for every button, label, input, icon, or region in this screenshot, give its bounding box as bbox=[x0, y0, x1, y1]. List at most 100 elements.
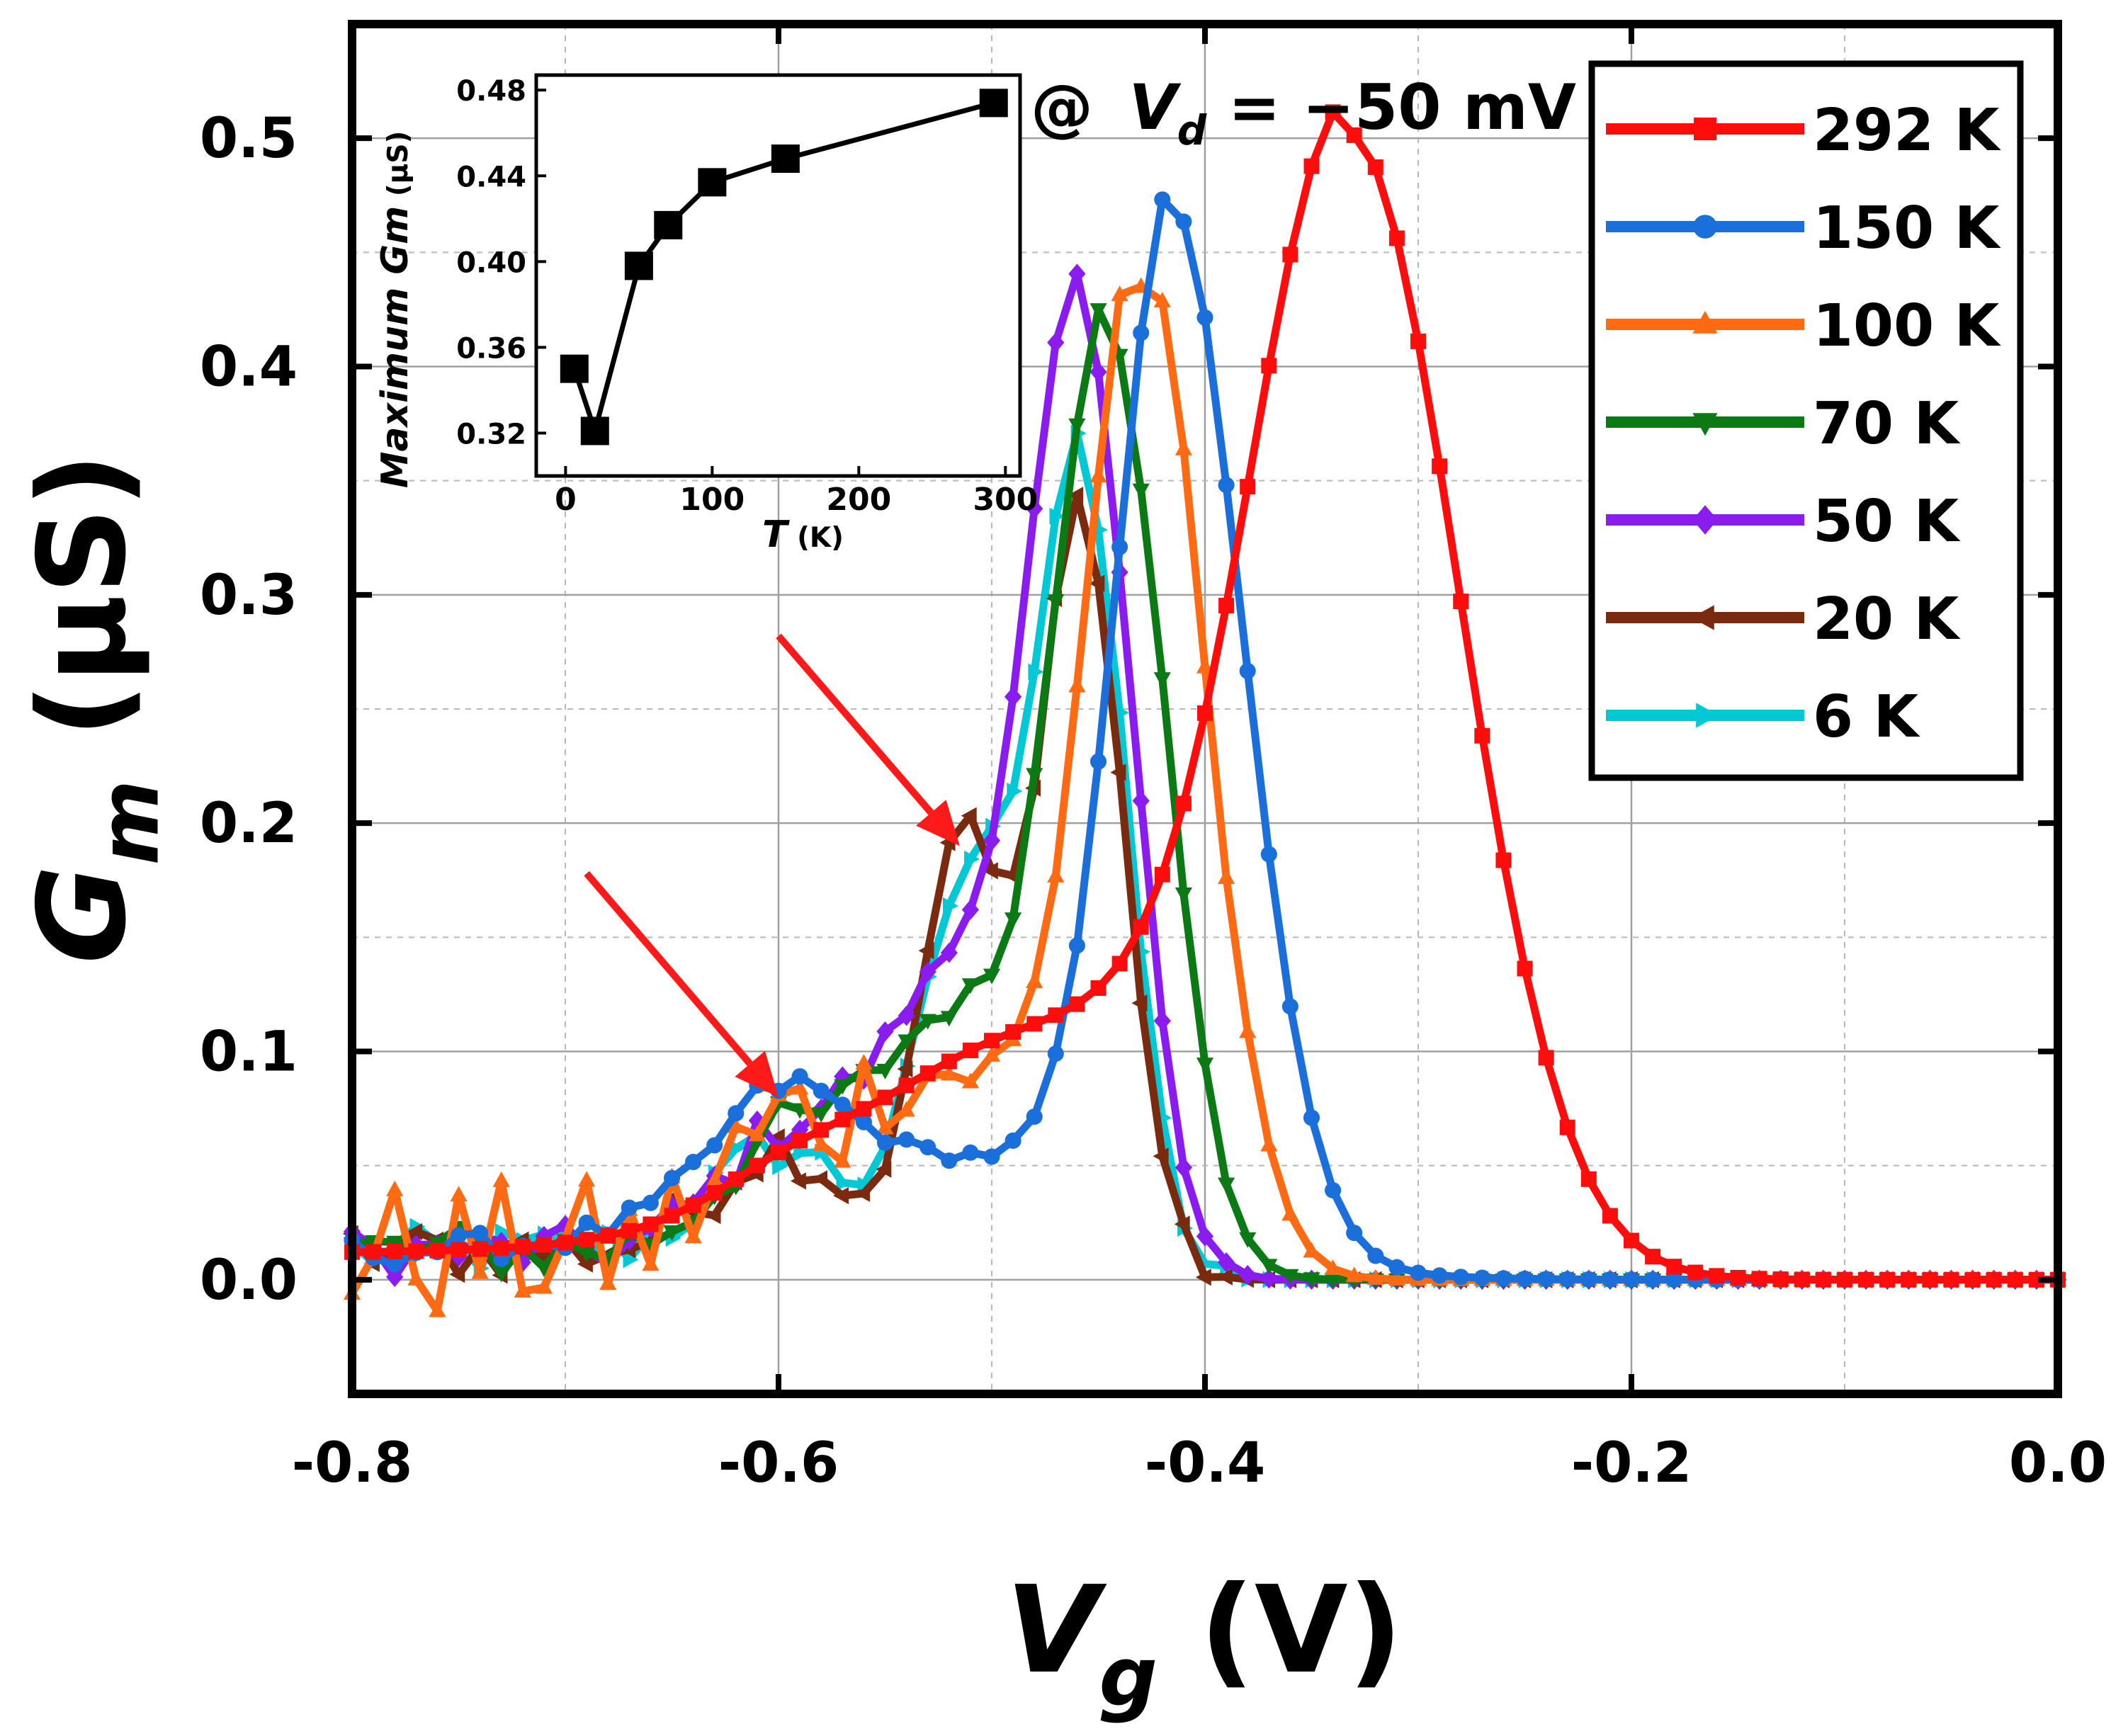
data-point bbox=[1196, 1226, 1214, 1247]
legend-entry: 100 K bbox=[1606, 293, 2002, 360]
data-point bbox=[2028, 1271, 2044, 1288]
data-point bbox=[962, 1043, 978, 1059]
data-point bbox=[1602, 1208, 1618, 1224]
data-point bbox=[1239, 662, 1256, 679]
data-point bbox=[429, 1301, 446, 1317]
y-tick-label: 0.3 bbox=[200, 564, 298, 628]
data-point bbox=[706, 1137, 723, 1154]
data-point bbox=[450, 1227, 468, 1244]
data-point bbox=[1559, 1119, 1575, 1135]
data-point bbox=[1218, 598, 1235, 614]
data-point bbox=[1133, 919, 1149, 935]
legend-marker bbox=[1692, 413, 1718, 436]
data-point bbox=[1367, 159, 1383, 176]
data-point bbox=[1240, 479, 1256, 495]
data-point bbox=[642, 1255, 660, 1271]
data-point bbox=[578, 1247, 596, 1263]
data-point bbox=[558, 1235, 573, 1251]
data-point bbox=[1943, 1271, 1959, 1288]
data-point bbox=[983, 968, 1001, 985]
data-point bbox=[492, 1266, 510, 1283]
legend-marker bbox=[1691, 605, 1714, 630]
data-point bbox=[1644, 1271, 1661, 1288]
inset-data-point bbox=[698, 168, 727, 197]
data-point bbox=[964, 850, 980, 868]
data-point bbox=[940, 1011, 958, 1027]
legend-marker bbox=[1696, 703, 1719, 728]
data-point bbox=[1516, 1270, 1534, 1287]
data-point bbox=[898, 1005, 915, 1026]
data-point bbox=[1453, 594, 1469, 610]
data-point bbox=[1175, 213, 1192, 230]
data-point bbox=[451, 1242, 467, 1258]
data-point bbox=[386, 1180, 404, 1196]
data-point bbox=[1303, 1272, 1320, 1288]
data-point bbox=[749, 1157, 765, 1174]
data-point bbox=[1303, 1109, 1320, 1126]
data-point bbox=[407, 1222, 423, 1241]
data-point bbox=[943, 897, 958, 915]
data-point bbox=[1538, 1050, 1554, 1066]
data-point bbox=[579, 1232, 595, 1248]
data-point bbox=[1196, 309, 1213, 326]
data-point bbox=[1111, 955, 1128, 972]
legend-marker bbox=[1694, 118, 1716, 140]
data-point bbox=[813, 1107, 830, 1123]
data-point bbox=[919, 1139, 936, 1156]
data-point bbox=[1346, 1225, 1363, 1242]
data-point bbox=[1495, 1270, 1512, 1287]
data-point bbox=[791, 1079, 809, 1095]
data-point bbox=[1153, 1147, 1169, 1165]
main-series-group bbox=[342, 104, 2068, 1317]
data-point bbox=[961, 900, 979, 920]
data-point bbox=[514, 1239, 531, 1255]
legend-label: 20 K bbox=[1813, 586, 1962, 653]
data-point bbox=[730, 1140, 745, 1157]
data-point bbox=[492, 1171, 510, 1187]
inset-data-point bbox=[560, 354, 589, 383]
arrow-shaft bbox=[776, 633, 934, 815]
data-point bbox=[1388, 1270, 1405, 1286]
data-point bbox=[643, 1216, 659, 1232]
data-point bbox=[1858, 1271, 1874, 1288]
data-point bbox=[1026, 972, 1043, 988]
data-point bbox=[1047, 866, 1065, 883]
data-point bbox=[1196, 657, 1214, 674]
data-point bbox=[578, 1171, 596, 1187]
data-point bbox=[876, 1160, 892, 1178]
inset-data-point bbox=[979, 89, 1008, 118]
data-point bbox=[897, 1060, 913, 1078]
data-point bbox=[918, 942, 934, 960]
data-point bbox=[1260, 1259, 1278, 1275]
data-point bbox=[1239, 1264, 1257, 1286]
inset-x-tick-label: 200 bbox=[826, 482, 891, 518]
data-point bbox=[472, 1225, 489, 1242]
data-point bbox=[621, 1222, 638, 1239]
data-point bbox=[1047, 332, 1065, 353]
data-point bbox=[941, 1152, 958, 1169]
data-point bbox=[834, 1079, 851, 1095]
data-point bbox=[514, 1282, 531, 1298]
data-point bbox=[1432, 458, 1448, 475]
data-point bbox=[940, 942, 958, 963]
data-point bbox=[705, 1207, 721, 1225]
data-point bbox=[429, 1242, 446, 1259]
data-point bbox=[790, 1172, 806, 1190]
data-point bbox=[857, 1176, 873, 1194]
inset-data-point bbox=[654, 210, 683, 239]
legend-marker bbox=[1692, 505, 1718, 535]
inset-data-point bbox=[771, 144, 800, 174]
data-point bbox=[1346, 127, 1362, 143]
data-point bbox=[1559, 1271, 1576, 1288]
data-point bbox=[856, 1101, 872, 1117]
data-point bbox=[833, 1187, 849, 1205]
x-tick-label: -0.4 bbox=[1145, 1431, 1266, 1495]
data-point bbox=[1303, 158, 1320, 174]
data-point bbox=[1410, 1264, 1427, 1281]
data-point bbox=[1026, 498, 1043, 519]
data-point bbox=[1345, 1266, 1363, 1283]
data-point bbox=[898, 1034, 915, 1050]
data-point bbox=[1153, 672, 1171, 688]
x-tick-label: -0.2 bbox=[1571, 1431, 1692, 1495]
data-point bbox=[706, 1171, 723, 1187]
